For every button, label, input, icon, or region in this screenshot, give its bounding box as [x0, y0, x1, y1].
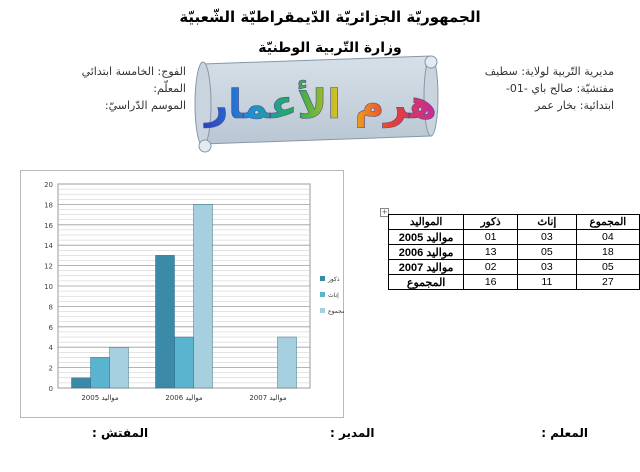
- cell-male: 13: [463, 244, 519, 260]
- bar: [71, 377, 91, 389]
- bar: [90, 357, 110, 389]
- teacher-signature: المعلم :: [541, 426, 588, 440]
- age-pyramid-chart: 0 2 4 6 8 10 12 14 16 18 20 مواليد 2005 مواليد 2006…: [20, 170, 344, 418]
- class-info: الفوج: الخامسة ابتدائي المعلّم: الموسم ا…: [36, 64, 186, 115]
- banner-text: هرم الأعمار: [203, 79, 437, 128]
- x-tick-label: مواليد 2005: [81, 394, 119, 402]
- chart-legend: ذكور إناث المجموع: [320, 276, 344, 315]
- y-tick-label: 6: [49, 324, 54, 332]
- legend-swatch: [320, 308, 325, 313]
- title-scroll-banner: هرم الأعمار: [194, 55, 439, 153]
- bar: [109, 346, 129, 389]
- y-tick-label: 10: [44, 283, 53, 291]
- y-tick-label: 8: [49, 303, 53, 311]
- cell-total: 18: [575, 244, 640, 260]
- births-table: المجموع إناث ذكور المواليد 04 03 01 موال…: [387, 214, 640, 290]
- cell-total: 27: [575, 274, 640, 290]
- table-move-handle[interactable]: +: [380, 208, 389, 217]
- inspectorate-text: مفتشيّة: صالح باي -01-: [505, 82, 614, 95]
- cell-label: مواليد 2005: [387, 229, 465, 245]
- cell-female: 03: [517, 259, 577, 275]
- x-tick-label: مواليد 2006: [165, 394, 203, 402]
- table-row: 27 11 16 المجموع: [387, 274, 640, 290]
- legend-label: المجموع: [328, 308, 344, 315]
- cell-female: 03: [517, 229, 577, 245]
- bar: [193, 204, 213, 389]
- republic-title: الجمهوريّة الجزائريّة الدّيمقراطيّة الشّ…: [179, 8, 481, 26]
- y-tick-label: 18: [44, 201, 53, 209]
- season-text: الموسم الدّراسيّ:: [104, 99, 186, 112]
- director-signature: المدير :: [330, 426, 375, 440]
- cell-label: مواليد 2007: [387, 259, 465, 275]
- y-tick-label: 14: [44, 242, 53, 250]
- bar: [155, 255, 175, 389]
- cell-total: 04: [575, 229, 640, 245]
- births-table-container: المجموع إناث ذكور المواليد 04 03 01 موال…: [387, 214, 640, 290]
- header-female: إناث: [517, 214, 577, 230]
- cell-label: مواليد 2006: [387, 244, 465, 260]
- y-tick-label: 0: [49, 385, 53, 393]
- cell-male: 02: [463, 259, 519, 275]
- legend-label: إناث: [328, 292, 339, 299]
- teacher-text: المعلّم:: [153, 82, 186, 95]
- cell-male: 16: [463, 274, 519, 290]
- school-info: مديرية التّربية لولاية: سطيف مفتشيّة: صا…: [444, 64, 614, 115]
- bar: [277, 336, 297, 389]
- y-axis: 0 2 4 6 8 10 12 14 16 18 20: [44, 181, 53, 393]
- x-tick-label: مواليد 2007: [249, 394, 287, 402]
- y-tick-label: 20: [44, 181, 53, 189]
- y-tick-label: 4: [49, 344, 54, 352]
- y-tick-label: 2: [49, 365, 53, 373]
- legend-swatch: [320, 276, 325, 281]
- school-text: ابتدائية: بخار عمر: [534, 99, 614, 112]
- legend-swatch: [320, 292, 325, 297]
- inspector-signature: المفتش :: [92, 426, 149, 440]
- cell-total: 05: [575, 259, 640, 275]
- cell-label: المجموع: [387, 274, 465, 290]
- group-text: الفوج: الخامسة ابتدائي: [81, 65, 186, 78]
- bar: [174, 336, 194, 389]
- cell-female: 05: [517, 244, 577, 260]
- cell-female: 11: [517, 274, 577, 290]
- table-row: 05 03 02 مواليد 2007: [387, 259, 640, 275]
- header-births: المواليد: [387, 214, 465, 230]
- legend-label: ذكور: [327, 276, 340, 283]
- table-row: 18 05 13 مواليد 2006: [387, 244, 640, 260]
- directorate-text: مديرية التّربية لولاية: سطيف: [484, 65, 614, 78]
- table-row: 04 03 01 مواليد 2005: [387, 229, 640, 245]
- header-male: ذكور: [463, 214, 519, 230]
- ministry-title: وزارة التّربية الوطنيّة: [258, 40, 402, 56]
- x-axis: مواليد 2005 مواليد 2006 مواليد 2007: [81, 394, 287, 402]
- y-tick-label: 16: [44, 222, 53, 230]
- y-tick-label: 12: [44, 263, 53, 271]
- header-total: المجموع: [575, 214, 640, 230]
- chart-bars: [71, 204, 297, 389]
- cell-male: 01: [463, 229, 519, 245]
